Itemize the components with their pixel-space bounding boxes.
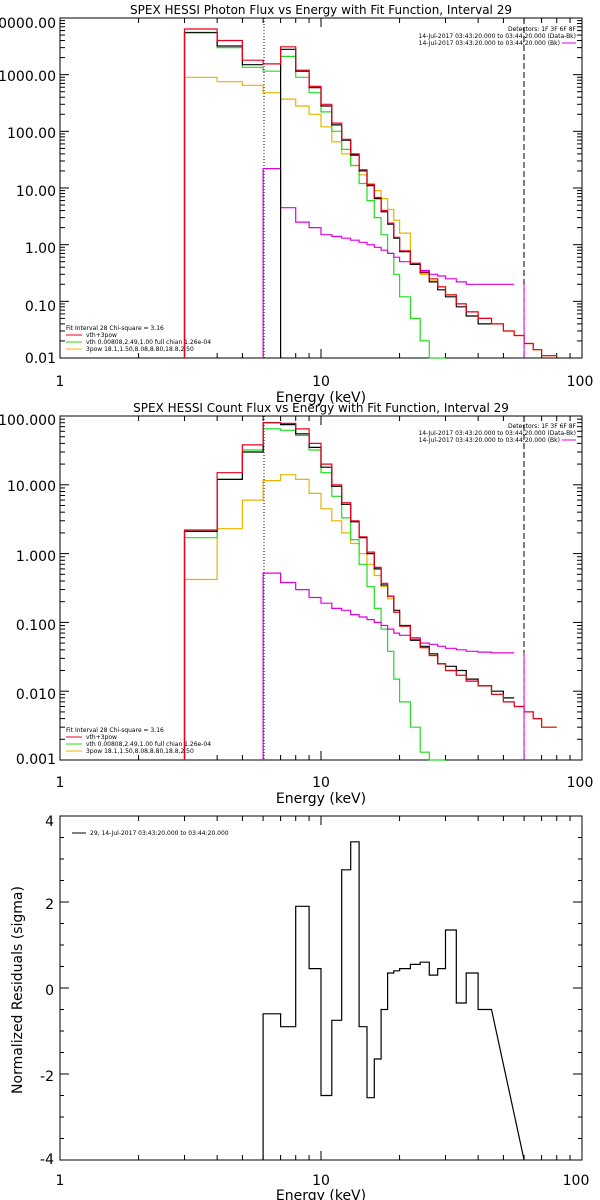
- y-tick-label: 2: [45, 897, 54, 913]
- series-pow: [183, 76, 557, 358]
- x-tick-label: 100: [567, 775, 594, 791]
- legend-sum: vth+3pow: [86, 332, 117, 339]
- x-tick-label: 100: [567, 374, 594, 390]
- y-tick-label: 1.000: [16, 549, 56, 565]
- y-tick-label: 10.00: [16, 184, 56, 200]
- series-bk: [262, 572, 515, 760]
- legend-residual: 29, 14-Jul-2017 03:43:20.000 to 03:44:20…: [90, 830, 229, 837]
- legend-sum: vth+3pow: [86, 734, 117, 741]
- fit-interval-label: Fit Interval 28 Chi-square = 3.16: [66, 727, 164, 734]
- legend-pow: 3pow 18.1,1.50,8.08,8.80,18.8,2.50: [86, 346, 194, 353]
- series-sum: [183, 422, 557, 760]
- legend-vth: vth 0.00808,2.49,1.00 full chian 1.26e-0…: [86, 339, 211, 346]
- x-tick-label: 10: [312, 374, 330, 390]
- y-axis-label: Normalized Residuals (sigma): [10, 886, 26, 1094]
- photon-flux-title: SPEX HESSI Photon Flux vs Energy with Fi…: [130, 3, 512, 17]
- y-tick-label: 0.010: [16, 687, 56, 703]
- legend-pow: 3pow 18.1,1.50,8.08,8.80,18.8,2.50: [86, 748, 194, 755]
- y-tick-label: 100.00: [7, 126, 56, 142]
- series-vth: [183, 428, 446, 761]
- y-tick-label: 0.10: [25, 299, 56, 315]
- legend-data-bk: 14-Jul-2017 03:43:20.000 to 03:44:20.000…: [418, 33, 576, 40]
- y-tick-label: 0000.00: [0, 16, 56, 32]
- x-tick-label: 1: [56, 1173, 65, 1189]
- detectors-label: Detectors: 1F 3F 6F 8F: [508, 26, 577, 33]
- y-tick-label: 0: [45, 983, 54, 999]
- x-tick-label: 1: [56, 374, 65, 390]
- photon-flux-panel: SPEX HESSI Photon Flux vs Energy with Fi…: [0, 3, 593, 406]
- count-flux-panel: SPEX HESSI Count Flux vs Energy with Fit…: [0, 401, 593, 807]
- photon-flux-series: [183, 28, 557, 359]
- y-tick-label: 0.001: [16, 752, 56, 768]
- series-pow: [183, 474, 557, 760]
- x-axis-label: Energy (keV): [276, 1188, 366, 1200]
- count-flux-ticks: [59, 416, 583, 761]
- count-flux-series: [183, 422, 557, 761]
- residuals-series: [262, 841, 525, 1161]
- x-tick-label: 10: [312, 1173, 330, 1189]
- residuals-panel: 4 2 0 -2 -4 1 10 100 Energy (keV) Normal…: [10, 814, 589, 1200]
- legend-bk: 14-Jul-2017 03:43:20.000 to 03:44:20.000…: [419, 437, 560, 444]
- y-tick-label: 1.00: [25, 241, 56, 257]
- x-tick-label: 10: [312, 775, 330, 791]
- y-tick-label: 100.000: [0, 413, 56, 429]
- x-axis-label: Energy (keV): [276, 791, 366, 807]
- legend-bk: 14-Jul-2017 03:43:20.000 to 03:44:20.000…: [419, 40, 560, 47]
- y-tick-label: 1000.00: [0, 69, 56, 85]
- residuals-ticks: [59, 815, 583, 1161]
- legend-vth: vth 0.00808,2.49,1.00 full chian 1.26e-0…: [86, 741, 211, 748]
- x-tick-label: 1: [56, 775, 65, 791]
- legend-data-bk: 14-Jul-2017 03:43:20.000 to 03:44:20.000…: [418, 430, 576, 437]
- residual-histogram: [262, 841, 525, 1161]
- series-sum: [183, 28, 557, 358]
- count-flux-title: SPEX HESSI Count Flux vs Energy with Fit…: [133, 401, 509, 415]
- series-vth: [183, 31, 446, 359]
- y-tick-label: 0.100: [16, 618, 56, 634]
- y-tick-label: 0.01: [25, 351, 56, 367]
- y-tick-label: 10.000: [7, 479, 56, 495]
- y-tick-label: 4: [45, 814, 54, 830]
- series-bk: [262, 168, 515, 358]
- photon-flux-ticks: [59, 18, 583, 359]
- photon-flux-frame: [59, 17, 583, 359]
- fit-interval-label: Fit Interval 28 Chi-square = 3.16: [66, 325, 164, 332]
- x-tick-label: 100: [563, 1173, 590, 1189]
- y-tick-label: -4: [40, 1152, 54, 1168]
- y-tick-label: -2: [40, 1069, 54, 1085]
- x-axis-label: Energy (keV): [276, 390, 366, 406]
- detectors-label: Detectors: 1F 3F 6F 8F: [508, 423, 577, 430]
